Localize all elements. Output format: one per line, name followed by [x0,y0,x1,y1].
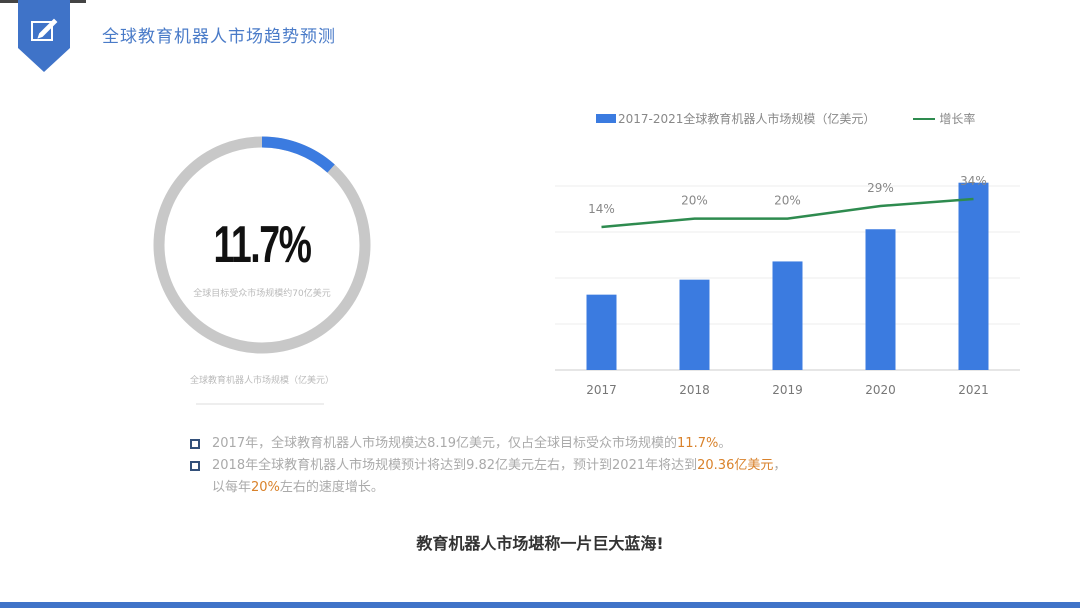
growth-label: 14% [588,202,615,216]
donut-caption: 全球教育机器人市场规模（亿美元） [189,376,334,386]
growth-label: 20% [774,194,801,208]
bullet-square-icon [190,439,200,449]
donut-chart [153,136,371,354]
bar-line-chart: 2017 14% 2018 20% 2019 20% 2020 29% 2021 34% [555,174,1020,397]
bullet-item: 2018年全球教育机器人市场规模预计将达到9.82亿美元左右，预计到2021年将… [190,455,786,477]
bullet-list: 2017年，全球教育机器人市场规模达8.19亿美元，仅占全球目标受众市场规模的1… [190,433,786,499]
donut-arc [261,136,335,173]
bullet-text: 以每年 [212,480,252,495]
growth-line [601,197,974,229]
x-tick-label: 2020 [865,383,896,397]
bullet-item: 2017年，全球教育机器人市场规模达8.19亿美元，仅占全球目标受众市场规模的1… [190,433,786,455]
header-badge [18,0,70,72]
slogan: 教育机器人市场堪称一片巨大蓝海! [416,534,664,553]
bar-2018 [679,279,710,370]
donut-inner-text: 全球目标受众市场规模约70亿美元 [193,289,331,299]
bottom-bar [0,602,1080,608]
x-tick-label: 2017 [586,383,617,397]
bullet-text: 左右的速度增长。 [279,480,384,495]
page-title: 全球教育机器人市场趋势预测 [102,27,336,47]
x-tick-label: 2019 [772,383,803,397]
caption-divider [196,403,324,405]
bullet-continuation: 以每年20%左右的速度增长。 [190,477,786,499]
legend-line-label: 增长率 [939,112,976,126]
growth-label: 29% [867,181,894,195]
bullet-text: 2018年全球教育机器人市场规模预计将达到9.82亿美元左右，预计到2021年将… [212,458,698,473]
x-tick-label: 2018 [679,383,710,397]
bar-2020 [865,229,896,370]
highlight: 11.7% [677,436,719,451]
bar-2019 [772,261,803,370]
highlight: 20% [251,480,280,495]
edit-icon [31,18,58,41]
growth-label: 20% [681,194,708,208]
growth-label: 34% [960,174,987,188]
x-tick-label: 2021 [958,383,989,397]
legend-bar-swatch [596,114,616,123]
legend-bar-label: 2017-2021全球教育机器人市场规模（亿美元） [618,112,876,126]
bullet-text: 2017年，全球教育机器人市场规模达8.19亿美元，仅占全球目标受众市场规模的 [212,436,678,451]
bullet-square-icon [190,461,200,471]
bullet-text: ， [773,458,787,473]
highlight: 20.36亿美元 [697,458,774,473]
bar-2017 [586,294,617,370]
legend-line-swatch [913,117,936,120]
chart-legend: 2017-2021全球教育机器人市场规模（亿美元） 增长率 [596,110,975,127]
donut-value: 11.7% [213,216,312,274]
bullet-text: 。 [718,436,732,451]
bar-2021 [958,182,989,370]
